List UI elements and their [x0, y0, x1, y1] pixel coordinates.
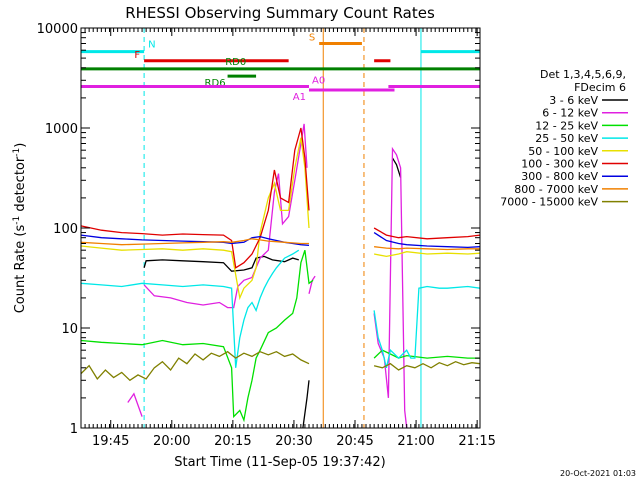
legend-label-6-12-kev: 6 - 12 keV: [542, 107, 598, 120]
series-12-25-kev-segment-0: [80, 250, 314, 423]
y-tick-label-1000: 1000: [45, 122, 78, 137]
legend-label-800-7000-kev: 800 - 7000 keV: [514, 183, 598, 196]
legend-label-50-100-kev: 50 - 100 keV: [528, 145, 598, 158]
series-25-50-kev-segment-0: [80, 249, 300, 368]
series-3-6-kev-segment-2: [391, 157, 402, 178]
flag-rd0-label: RD0: [225, 57, 246, 68]
y-tick-label-10000: 10000: [37, 22, 78, 37]
flag-a1-label: A1: [293, 92, 306, 103]
legend-label-12-25-kev: 12 - 25 keV: [535, 119, 598, 132]
legend-label-100-300-kev: 100 - 300 keV: [521, 158, 598, 171]
x-tick-label-20-00: 20:00: [153, 434, 190, 449]
y-tick-label-10: 10: [61, 322, 78, 337]
flag-s-label: S: [309, 32, 315, 43]
y-label-superscript-1: -1: [12, 216, 22, 225]
series-50-100-kev-segment-1: [373, 251, 481, 258]
series-300-800-kev-segment-1: [373, 232, 481, 249]
x-axis-label: Start Time (11-Sep-05 19:37:42): [174, 455, 385, 470]
series-50-100-kev-segment-0: [80, 137, 310, 301]
flag-rd6-label: RD6: [205, 78, 226, 89]
y-label-superscript-2: -1: [12, 148, 22, 157]
series-25-50-kev-segment-1: [373, 285, 481, 368]
series-6-12-kev-segment-1: [143, 123, 308, 309]
y-axis-label: Count Rate (s-1 detector-1): [12, 143, 28, 314]
legend-label-3-6-kev: 3 - 6 keV: [549, 94, 598, 107]
legend-header-line-1: Det 1,3,4,5,6,9,: [540, 68, 626, 81]
series-800-7000-kev-segment-1: [374, 246, 480, 251]
flag-n-label: N: [148, 40, 155, 51]
x-tick-label-21-00: 21:00: [397, 434, 434, 449]
x-tick-label-21-15: 21:15: [458, 434, 495, 449]
x-axis-ticks: 19:45 20:00 20:15 20:30 20:45 21:00 21:15: [80, 28, 496, 449]
flag-bars: NF S RD0 RD6 A0 A1: [81, 32, 480, 103]
footer-date: 20-Oct-2021 01:03: [560, 469, 636, 478]
series-7000-15000-kev-segment-1: [373, 360, 481, 371]
flag-a0-label: A0: [312, 76, 325, 87]
y-tick-label-1: 1: [70, 422, 78, 437]
series-6-12-kev-segment-0: [127, 392, 143, 417]
legend-label-300-800-kev: 300 - 800 keV: [521, 170, 598, 183]
x-tick-label-19-45: 19:45: [92, 434, 129, 449]
series-7000-15000-kev-segment-0: [80, 350, 310, 382]
y-label-middle: detector: [13, 156, 28, 216]
series-100-300-kev-segment-1: [373, 227, 481, 240]
legend-header-line-2: FDecim 6: [574, 81, 626, 94]
series-3-6-kev-segment-1: [302, 380, 310, 429]
y-label-prefix: Count Rate (s: [13, 225, 28, 314]
legend-label-25-50-kev: 25 - 50 keV: [535, 132, 598, 145]
series-6-12-kev-segment-3: [373, 146, 408, 429]
x-tick-label-20-45: 20:45: [336, 434, 373, 449]
series-100-300-kev-segment-0: [80, 127, 310, 269]
y-axis-ticks: 1 10 100 1000 10000: [37, 22, 480, 437]
y-tick-label-100: 100: [53, 222, 78, 237]
series-lines: [80, 123, 481, 429]
y-label-suffix: ): [13, 143, 28, 148]
chart-title: RHESSI Observing Summary Count Rates: [125, 4, 435, 22]
series-12-25-kev-segment-1: [373, 349, 480, 359]
x-tick-label-20-15: 20:15: [214, 434, 251, 449]
legend-label-7000-15000-kev: 7000 - 15000 keV: [500, 196, 598, 209]
series-800-7000-kev-segment-0: [80, 238, 309, 246]
x-tick-label-20-30: 20:30: [275, 434, 312, 449]
flag-f-label: F: [134, 50, 140, 61]
series-3-6-kev-segment-0: [143, 255, 299, 272]
